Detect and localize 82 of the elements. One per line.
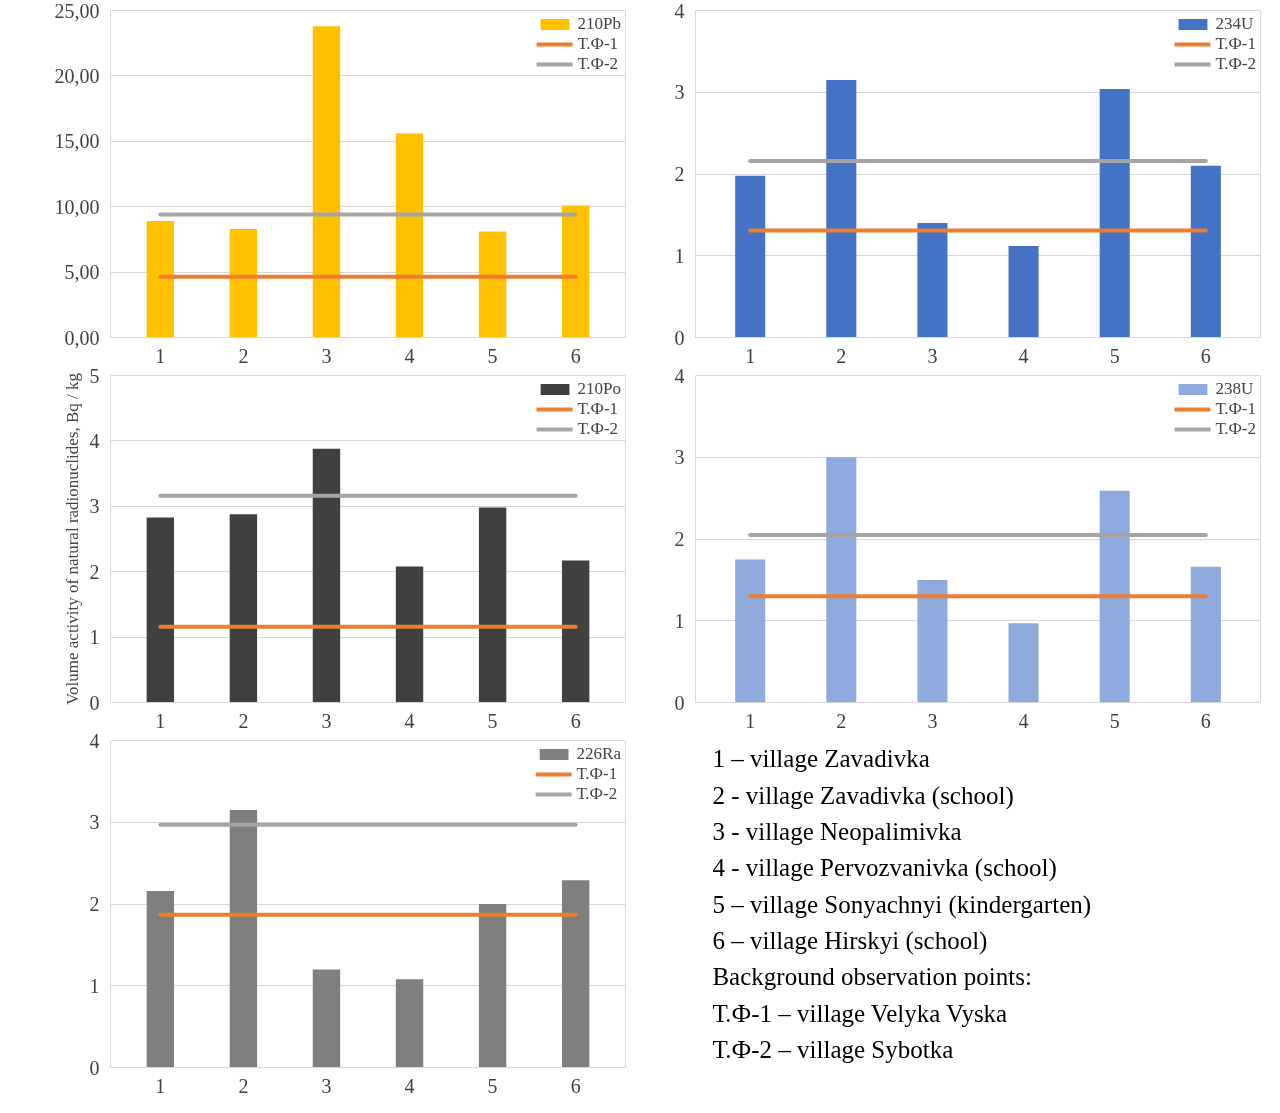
x-tick-label: 4 [404, 709, 415, 732]
y-tick-label: 5 [89, 364, 100, 387]
y-tick-label: 2 [89, 893, 100, 915]
legend-label: Т.Ф-2 [1215, 419, 1256, 439]
y-tick-label: 0 [674, 691, 685, 714]
y-tick-label: 20,00 [54, 64, 100, 87]
text: Background observation points: [712, 963, 1032, 991]
legend-label: Т.Ф-1 [576, 764, 618, 784]
x-tick-label: 1 [155, 1074, 166, 1097]
y-tick-label: 1 [89, 626, 100, 649]
y-tick-label: 1 [674, 609, 685, 632]
x-tick-label: 4 [1018, 344, 1029, 367]
x-tick-label: 5 [1109, 709, 1120, 732]
x-tick-label: 6 [570, 344, 581, 367]
x-tick-label: 2 [836, 344, 847, 367]
y-tick-label: 4 [89, 729, 100, 752]
y-tick-label: 2 [674, 163, 685, 185]
legend-label: 238U [1215, 379, 1254, 399]
y-tick-label: 4 [89, 429, 100, 452]
y-tick-label: 0 [89, 691, 100, 714]
x-tick-label: 2 [836, 709, 847, 732]
text: Т.Ф-2 – village Sybotka [712, 1035, 954, 1063]
x-tick-label: 2 [238, 709, 249, 732]
y-tick-label: 0,00 [64, 326, 100, 349]
text: 1 – village Zavadivka [712, 745, 930, 773]
x-tick-label: 3 [927, 709, 938, 732]
x-tick-label: 1 [745, 709, 756, 732]
x-tick-label: 3 [321, 344, 332, 367]
y-tick-label: 2 [674, 528, 685, 550]
text: 2 - village Zavadivka (school) [712, 781, 1014, 810]
text: Т.Ф-1 – village Velyka Vyska [712, 999, 1008, 1027]
x-tick-label: 3 [321, 1074, 332, 1097]
y-tick-label: 5,00 [64, 261, 100, 284]
legend-label: Т.Ф-1 [577, 399, 619, 419]
y-tick-label: 4 [674, 364, 685, 387]
x-tick-label: 5 [487, 709, 498, 732]
legend-label: Т.Ф-2 [1215, 54, 1256, 74]
legend-label: Т.Ф-1 [1215, 34, 1256, 54]
x-tick-label: 6 [570, 1074, 581, 1097]
y-tick-label: 4 [674, 0, 685, 22]
y-tick-label: 0 [89, 1056, 100, 1079]
x-tick-label: 3 [321, 709, 332, 732]
x-tick-label: 4 [1018, 709, 1029, 732]
x-tick-label: 2 [238, 1074, 249, 1097]
legend-label: Т.Ф-1 [1215, 399, 1256, 419]
y-tick-label: 3 [674, 81, 685, 104]
x-tick-label: 3 [927, 344, 938, 367]
x-tick-label: 1 [155, 709, 166, 732]
x-tick-label: 6 [570, 709, 581, 732]
text: 6 – village Hirskyi (school) [712, 926, 988, 955]
y-tick-label: 10,00 [54, 195, 100, 218]
y-tick-label: 1 [674, 244, 685, 267]
y-tick-label: 15,00 [54, 130, 100, 153]
legend-label: 234U [1215, 14, 1254, 34]
x-tick-label: 1 [745, 344, 756, 367]
x-tick-label: 5 [487, 1074, 498, 1097]
legend-label: Т.Ф-1 [577, 34, 619, 54]
x-tick-label: 6 [1200, 344, 1211, 367]
x-tick-label: 5 [1109, 344, 1120, 367]
x-tick-label: 4 [404, 1074, 415, 1097]
x-tick-label: 2 [238, 344, 249, 367]
x-tick-label: 6 [1200, 709, 1211, 732]
legend-label: Т.Ф-2 [576, 784, 618, 804]
legend-label: 210Po [577, 379, 621, 399]
legend-label: 226Ra [576, 744, 621, 764]
y-tick-label: 2 [89, 560, 100, 583]
x-tick-label: 5 [487, 344, 498, 367]
x-tick-label: 4 [404, 344, 415, 367]
text: 4 - village Pervozvanivka (school) [712, 854, 1057, 883]
y-tick-label: 25,00 [54, 0, 100, 22]
legend-label: 210Pb [577, 14, 621, 34]
y-tick-label: 3 [674, 446, 685, 469]
y-tick-label: 3 [89, 811, 100, 834]
legend-label: Т.Ф-2 [577, 419, 619, 439]
text: 5 – village Sonyachnyi (kindergarten) [712, 890, 1092, 919]
text: 3 - village Neopalimivka [712, 817, 962, 845]
y-tick-label: 3 [89, 495, 100, 518]
x-tick-label: 1 [155, 344, 166, 367]
y-tick-label: 0 [674, 326, 685, 349]
y-axis-title: Volume activity of natural radionuclides, Bq / kg [62, 372, 82, 706]
legend-label: Т.Ф-2 [577, 54, 619, 74]
y-tick-label: 1 [89, 974, 100, 997]
